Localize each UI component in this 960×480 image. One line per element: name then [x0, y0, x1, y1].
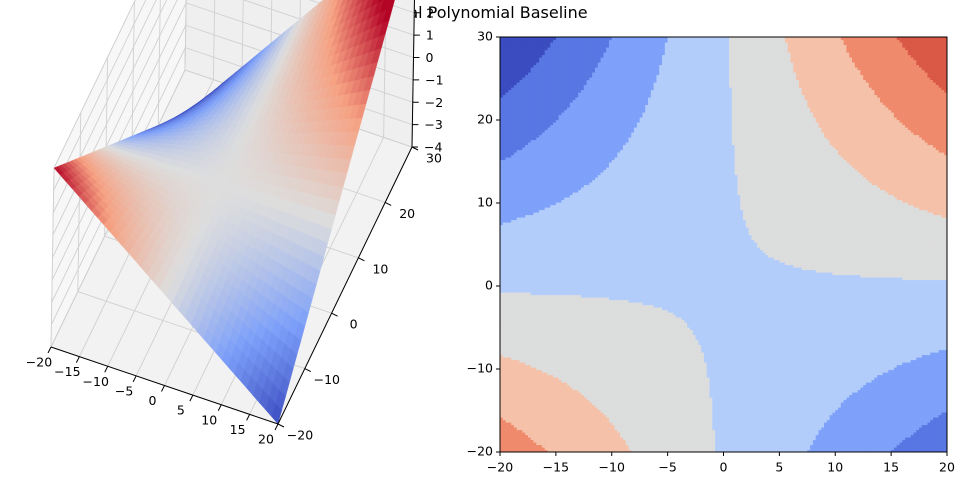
x-tick-mark — [275, 424, 278, 430]
z-tick-label: −1 — [425, 72, 443, 87]
x-tick-label: 5 — [177, 403, 185, 418]
z-tick-label: 0 — [426, 50, 434, 65]
z-tick-label: 1 — [426, 28, 434, 43]
x-tick-label: −10 — [83, 374, 109, 389]
x-tick-label: 15 — [230, 422, 246, 437]
x-tick-mark — [218, 405, 221, 411]
y-tick-label: −20 — [287, 428, 313, 443]
x-tick-mark — [76, 357, 79, 363]
x-tick-mark — [133, 376, 136, 382]
x-tick-mark — [247, 414, 250, 420]
y-tick-mark — [332, 313, 338, 316]
y-tick-label: 0 — [350, 317, 358, 332]
y-tick-label: 20 — [399, 206, 415, 221]
y-tick-mark — [305, 369, 311, 372]
z-tick-label: 2 — [426, 5, 434, 20]
x-tick-mark — [162, 386, 165, 392]
x-tick-label: −5 — [115, 383, 133, 398]
x-tick-label: 20 — [258, 432, 274, 447]
y-tick-mark — [385, 202, 391, 205]
y-tick-label: −10 — [314, 372, 340, 387]
contour-fill-regions — [500, 37, 948, 453]
y-tick-mark — [278, 424, 284, 427]
x-tick-label: 10 — [201, 412, 217, 427]
z-tick-label: −2 — [425, 95, 443, 110]
x-tick-mark — [190, 395, 193, 401]
z-tick-label: −4 — [424, 140, 442, 155]
z-tick-label: −3 — [424, 117, 442, 132]
x-tick-mark — [105, 366, 108, 372]
y-tick-label: 10 — [372, 261, 388, 276]
x-tick-label: 0 — [149, 393, 157, 408]
x-tick-mark — [48, 347, 51, 353]
x-tick-label: −15 — [54, 364, 80, 379]
y-tick-mark — [358, 258, 364, 261]
x-tick-label: −20 — [26, 355, 52, 370]
